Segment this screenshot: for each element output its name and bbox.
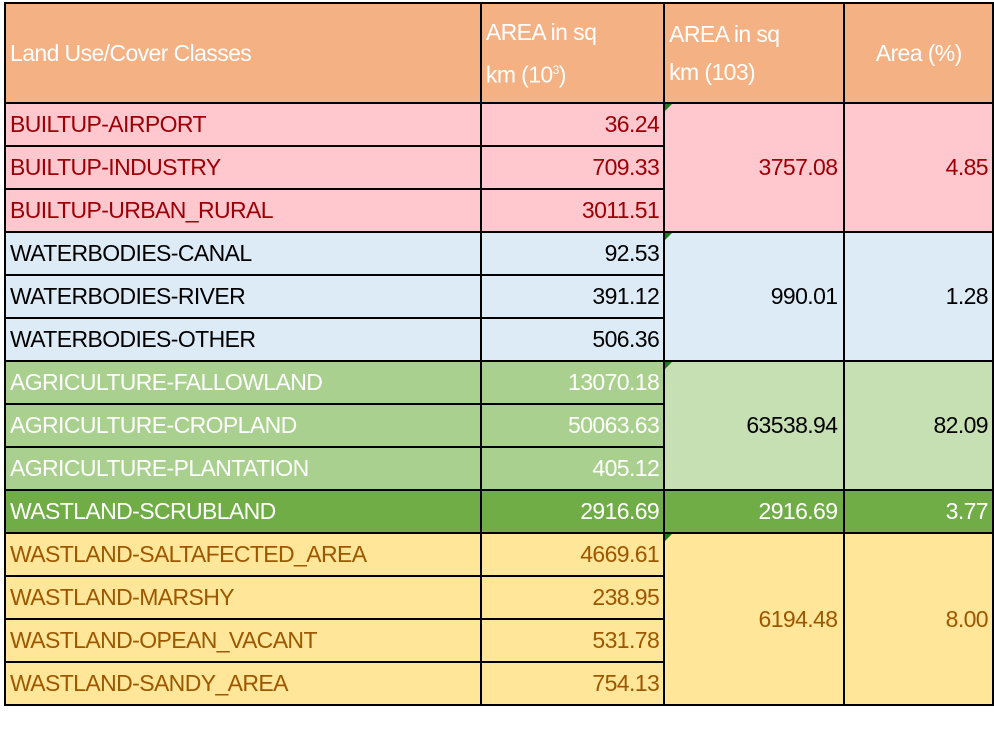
class-name-cell[interactable]: WASTLAND-SALTAFECTED_AREA (4, 532, 482, 577)
area-cell[interactable]: 391.12 (479, 274, 666, 319)
cell-warning-indicator-icon[interactable] (666, 535, 673, 541)
cell-warning-indicator-icon[interactable] (666, 105, 673, 111)
table-row-waterbodies: WATERBODIES-RIVER 391.12 (4, 274, 993, 319)
header-percent[interactable]: Area (%) (843, 2, 994, 104)
table-row-builtup: BUILTUP-URBAN_RURAL 3011.51 (4, 188, 993, 233)
group-percent-cell[interactable]: 82.09 (843, 360, 994, 491)
header-area-1[interactable]: AREA in sq km (103) (479, 2, 666, 104)
table-row-wasteland: WASTLAND-OPEAN_VACANT 531.78 (4, 618, 993, 663)
area-cell[interactable]: 2916.69 (479, 489, 666, 534)
class-name-cell[interactable]: WASTLAND-MARSHY (4, 575, 482, 620)
area-cell[interactable]: 36.24 (479, 102, 666, 147)
area-cell[interactable]: 13070.18 (479, 360, 666, 405)
group-percent-cell[interactable]: 1.28 (843, 231, 994, 362)
header-percent-label: Area (%) (875, 39, 963, 66)
area-cell[interactable]: 405.12 (479, 446, 666, 491)
table-row-agriculture: AGRICULTURE-CROPLAND 50063.63 (4, 403, 993, 448)
header-area-2-line1: AREA in sq (669, 21, 780, 47)
area-cell[interactable]: 506.36 (479, 317, 666, 362)
table-row-builtup: BUILTUP-INDUSTRY 709.33 (4, 145, 993, 190)
group-total-cell[interactable]: 3757.08 (663, 102, 846, 233)
area-cell[interactable]: 4669.61 (479, 532, 666, 577)
area-cell[interactable]: 3011.51 (479, 188, 666, 233)
header-area-2[interactable]: AREA in sq km (103) (663, 2, 846, 104)
table-row-wasteland: WASTLAND-MARSHY 238.95 (4, 575, 993, 620)
class-name-cell[interactable]: BUILTUP-URBAN_RURAL (4, 188, 482, 233)
group-percent-cell[interactable]: 8.00 (843, 532, 994, 706)
group-total-cell[interactable]: 63538.94 (663, 360, 846, 491)
area-cell[interactable]: 92.53 (479, 231, 666, 276)
table-row-waterbodies: WATERBODIES-CANAL 92.53 990.01 1.28 (4, 231, 994, 362)
class-name-cell[interactable]: WASTLAND-OPEAN_VACANT (4, 618, 482, 663)
header-area-1-close: ) (558, 61, 567, 88)
class-name-cell[interactable]: AGRICULTURE-PLANTATION (4, 446, 482, 491)
class-name-cell[interactable]: WATERBODIES-OTHER (4, 317, 482, 362)
header-row: Land Use/Cover Classes AREA in sq km (103… (4, 2, 994, 104)
table-row-builtup: BUILTUP-AIRPORT 36.24 3757.08 4.85 (4, 102, 994, 233)
table-row-scrubland: WASTLAND-SCRUBLAND 2916.69 2916.69 3.77 (4, 489, 994, 534)
header-area-1-line1: AREA in sq (485, 18, 597, 45)
class-name-cell[interactable]: AGRICULTURE-CROPLAND (4, 403, 482, 448)
class-name-cell[interactable]: WATERBODIES-RIVER (4, 274, 482, 319)
header-area-1-line2: km (10 (485, 61, 553, 88)
header-class-label: Land Use/Cover Classes (10, 39, 252, 66)
area-cell[interactable]: 709.33 (479, 145, 666, 190)
land-use-table: Land Use/Cover Classes AREA in sq km (103… (4, 2, 994, 706)
class-name-cell[interactable]: WASTLAND-SCRUBLAND (4, 489, 482, 534)
header-area-2-line2: km (103) (669, 59, 756, 85)
group-percent-cell[interactable]: 4.85 (843, 102, 994, 233)
table-row-wasteland: WASTLAND-SALTAFECTED_AREA 4669.61 6194.48 8… (4, 532, 994, 706)
class-name-cell[interactable]: BUILTUP-AIRPORT (4, 102, 482, 147)
area-cell[interactable]: 50063.63 (479, 403, 666, 448)
group-total-cell[interactable]: 990.01 (663, 231, 846, 362)
header-class[interactable]: Land Use/Cover Classes (4, 2, 482, 104)
group-total-cell[interactable]: 6194.48 (663, 532, 846, 706)
area-cell[interactable]: 531.78 (479, 618, 666, 663)
cell-warning-indicator-icon[interactable] (666, 363, 673, 369)
area-cell[interactable]: 238.95 (479, 575, 666, 620)
group-total-cell[interactable]: 2916.69 (663, 489, 846, 534)
table-row-wasteland: WASTLAND-SANDY_AREA 754.13 (4, 661, 993, 706)
cell-warning-indicator-icon[interactable] (666, 234, 673, 240)
table-row-agriculture: AGRICULTURE-FALLOWLAND 13070.18 63538.94 82… (4, 360, 994, 491)
class-name-cell[interactable]: AGRICULTURE-FALLOWLAND (4, 360, 482, 405)
class-name-cell[interactable]: BUILTUP-INDUSTRY (4, 145, 482, 190)
class-name-cell[interactable]: WASTLAND-SANDY_AREA (4, 661, 482, 706)
table-row-agriculture: AGRICULTURE-PLANTATION 405.12 (4, 446, 993, 491)
class-name-cell[interactable]: WATERBODIES-CANAL (4, 231, 482, 276)
header-area-1-sup: 3 (552, 62, 560, 77)
table-row-waterbodies: WATERBODIES-OTHER 506.36 (4, 317, 993, 362)
group-percent-cell[interactable]: 3.77 (843, 489, 994, 534)
area-cell[interactable]: 754.13 (479, 661, 666, 706)
